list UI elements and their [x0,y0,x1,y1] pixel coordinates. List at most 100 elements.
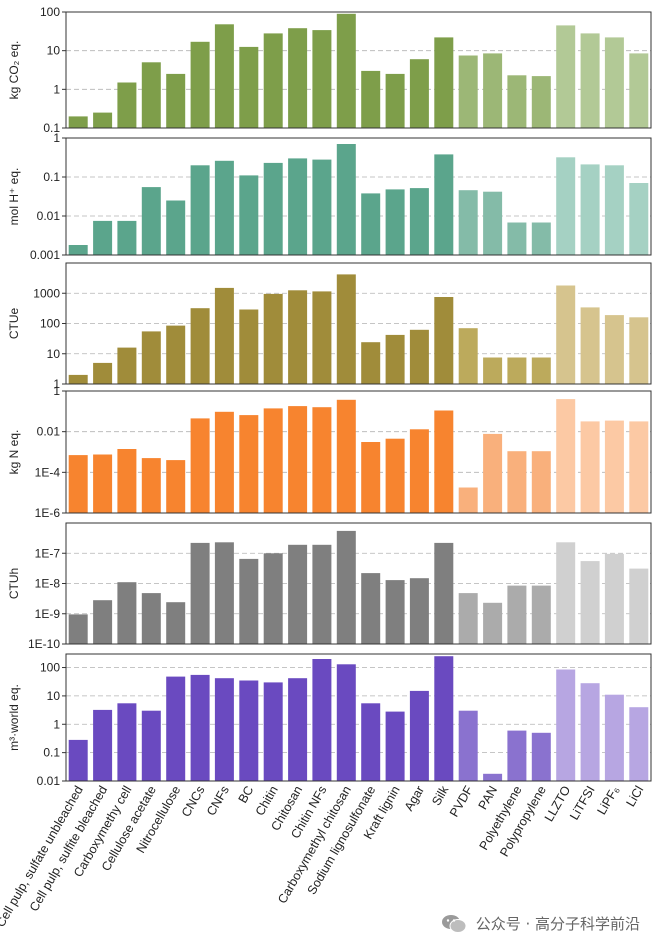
bar [604,165,624,255]
bar [434,154,454,255]
bar [263,293,283,384]
bar [336,274,356,384]
bar [214,542,234,644]
bar [385,438,405,513]
y-axis-label: m³·world eq. [7,684,21,751]
y-axis-label: CTUh [7,568,21,599]
bar [507,451,527,513]
bar [531,732,551,781]
y-tick-label: 100 [40,317,60,331]
bar [68,455,88,513]
bar [214,24,234,128]
bar [385,580,405,644]
bar [117,582,137,644]
x-tick-label: CNCs [179,784,208,820]
bar [214,678,234,781]
bar [361,703,381,781]
bar [361,573,381,644]
bar [288,28,308,129]
bar [263,682,283,781]
bar [580,683,600,781]
y-tick-label: 100 [40,661,60,675]
bar [239,558,259,644]
bar [580,561,600,644]
bar [288,158,308,255]
bar [336,144,356,255]
panel-5: 1E-10 1E-9 1E-8 1E-7 CTUh [7,522,652,651]
bar [336,530,356,644]
watermark-text: 公众号 · 高分子科学前沿 [475,914,640,933]
bar [93,112,113,128]
bar [288,290,308,384]
bar [556,285,576,384]
bar [93,362,113,384]
bar [434,542,454,644]
bar [507,730,527,781]
x-tick-label: BC [236,784,257,806]
panel-4: 1E-6 1E-4 0.01 1 kg N eq. [7,384,652,520]
bar [604,694,624,781]
bar [580,421,600,513]
bar [556,25,576,128]
bar [93,454,113,513]
y-tick-label: 1E-10 [28,637,60,651]
bar [68,739,88,781]
bar [507,75,527,128]
bar [507,585,527,644]
x-tick-label: PAN [476,784,501,812]
bar [458,55,478,128]
bar [190,674,210,781]
bar [507,357,527,384]
y-tick-label: 0.01 [37,425,61,439]
y-tick-label: 0.001 [30,248,60,262]
bar [239,175,259,255]
bar [93,709,113,781]
bar [288,406,308,513]
bar [629,317,649,384]
bar [556,669,576,781]
bar [580,164,600,255]
y-tick-label: 10 [47,689,61,703]
bar [531,76,551,128]
bar [434,410,454,513]
panel-frame [65,522,652,645]
bar [604,420,624,513]
bar [239,415,259,513]
bar [483,191,503,255]
bar [141,331,161,384]
x-tick-label: LiPF₆ [595,784,622,818]
bar [166,73,186,128]
bar [483,602,503,644]
bar [531,222,551,255]
y-axis-label: kg N eq. [7,430,21,475]
bar [580,33,600,128]
y-tick-label: 0.1 [43,121,60,135]
x-tick-label: LiCl [624,784,647,810]
bar [288,544,308,644]
bar [556,399,576,513]
bar [483,357,503,384]
bar [483,433,503,513]
bar [190,418,210,513]
bar [604,553,624,644]
wechat-icon [441,915,467,933]
y-tick-label: 0.1 [43,170,60,184]
bar [141,458,161,513]
x-tick-label: PVDF [447,783,476,819]
y-axis-label: kg CO₂ eq. [7,41,21,100]
bar [117,449,137,513]
bar [166,460,186,513]
x-tick-label: Silk [429,783,452,808]
panel-3: 1 10 100 1000 CTUe [7,262,652,391]
bar [117,347,137,384]
bar [385,711,405,781]
bar [531,357,551,384]
bar [166,602,186,644]
bar [312,30,332,129]
bar [556,542,576,644]
y-tick-label: 10 [47,44,61,58]
bar [409,59,429,129]
panel-6: 0.01 0.1 1 10 100 m³·world eq. [7,653,652,788]
bar [336,399,356,513]
